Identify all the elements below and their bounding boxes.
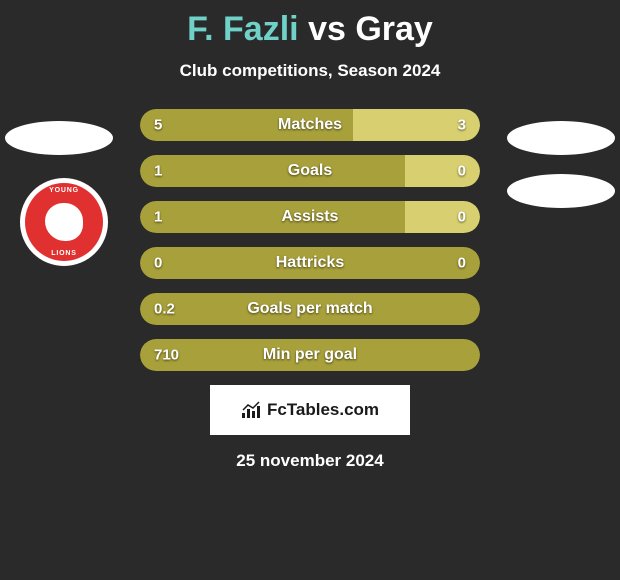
subtitle: Club competitions, Season 2024 (0, 61, 620, 81)
stat-row: 1 Assists 0 (140, 201, 480, 233)
stat-value-right: 0 (458, 163, 466, 180)
player2-name: Gray (355, 10, 433, 48)
stat-value-right: 0 (458, 255, 466, 272)
stat-label: Matches (278, 116, 342, 134)
date-text: 25 november 2024 (0, 451, 620, 471)
stat-label: Hattricks (276, 254, 344, 272)
player1-name: F. Fazli (187, 10, 298, 48)
stat-row: 0 Hattricks 0 (140, 247, 480, 279)
stat-bar-left (140, 201, 405, 233)
stat-row: 710 Min per goal (140, 339, 480, 371)
stats-container: 5 Matches 3 1 Goals 0 1 Assists 0 0 Hattricks 0 0.2 G… (140, 109, 480, 371)
club-text-bottom: LIONS (51, 250, 76, 257)
stat-row: 5 Matches 3 (140, 109, 480, 141)
page-title: F. Fazli vs Gray (0, 10, 620, 49)
stat-value-left: 1 (154, 209, 162, 226)
stat-value-left: 1 (154, 163, 162, 180)
stat-value-left: 710 (154, 347, 179, 364)
vs-text: vs (308, 10, 346, 48)
stat-label: Goals (288, 162, 332, 180)
stat-bar-right (405, 155, 480, 187)
stat-value-left: 0.2 (154, 301, 175, 318)
right-ellipse-top (507, 121, 615, 155)
stat-value-right: 3 (458, 117, 466, 134)
brand-chart-icon (241, 401, 263, 419)
stat-value-left: 5 (154, 117, 162, 134)
stat-row: 0.2 Goals per match (140, 293, 480, 325)
left-ellipse-top (5, 121, 113, 155)
stat-value-left: 0 (154, 255, 162, 272)
stat-label: Min per goal (263, 346, 357, 364)
club-logo-inner: YOUNG LIONS (25, 183, 103, 261)
right-ellipse-mid (507, 174, 615, 208)
brand-text: FcTables.com (267, 400, 379, 420)
stat-value-right: 0 (458, 209, 466, 226)
lion-icon (45, 203, 83, 241)
stat-row: 1 Goals 0 (140, 155, 480, 187)
stat-bar-left (140, 155, 405, 187)
club-logo: YOUNG LIONS (20, 178, 108, 266)
stat-label: Assists (282, 208, 339, 226)
stat-label: Goals per match (247, 300, 372, 318)
stat-bar-right (405, 201, 480, 233)
club-text-top: YOUNG (49, 187, 79, 194)
brand-badge[interactable]: FcTables.com (210, 385, 410, 435)
